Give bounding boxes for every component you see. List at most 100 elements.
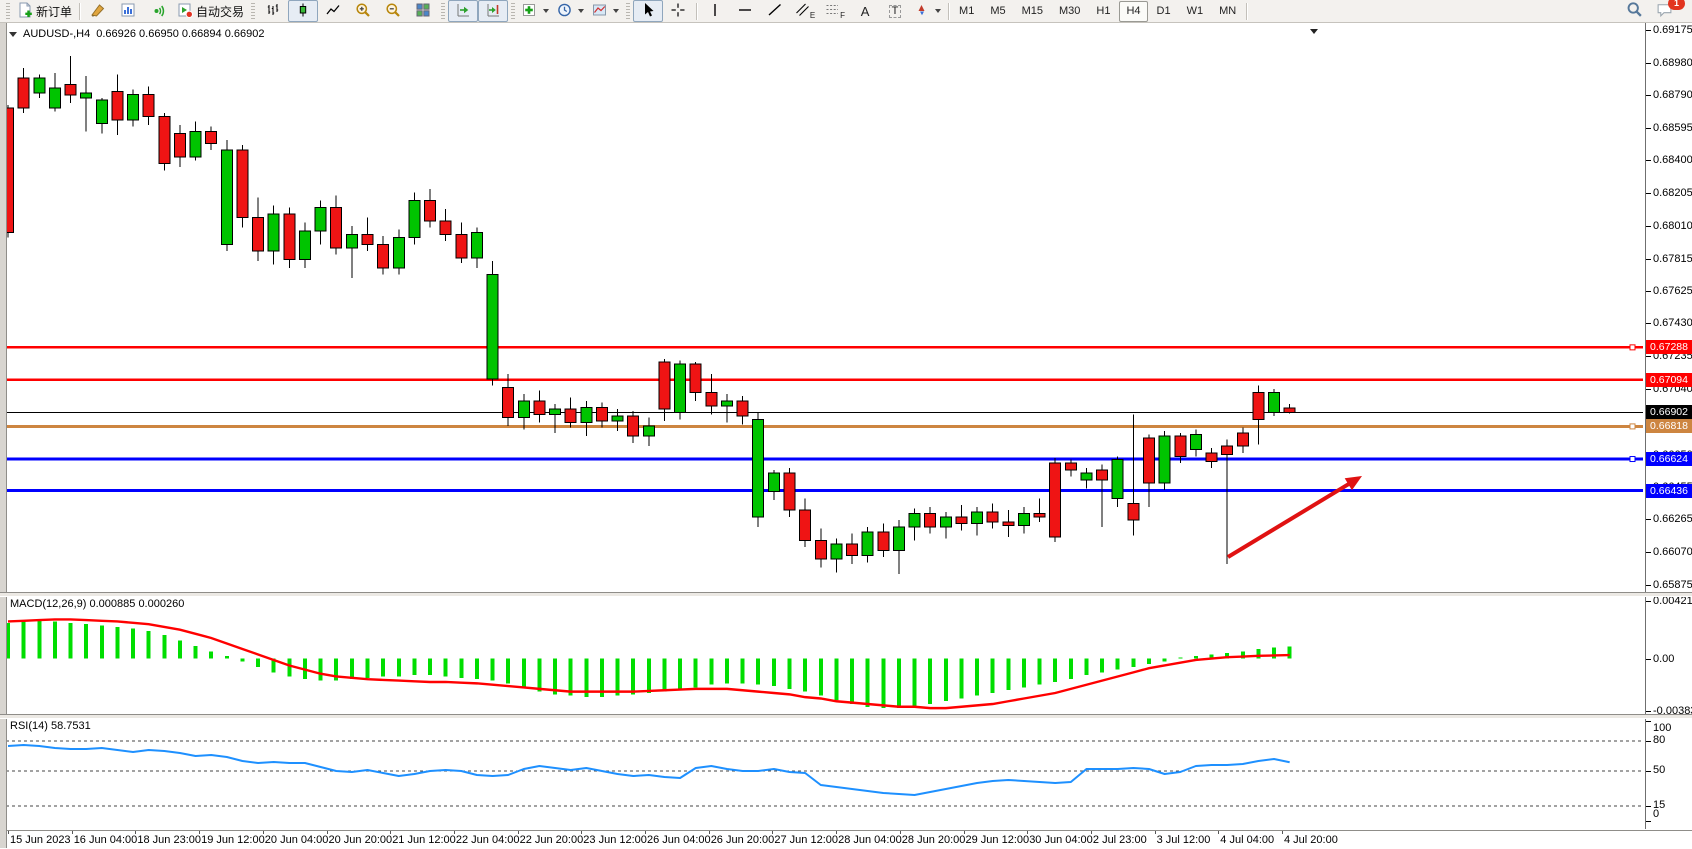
candle-body [173, 132, 186, 158]
time-axis[interactable]: 15 Jun 2023 16 Jun 04:00 18 Jun 23:00 19 Ju… [0, 830, 1692, 849]
ohlc-values: 0.66926 0.66950 0.66894 0.66902 [96, 28, 265, 40]
symbol-period-label: AUDUSD-,H4 [23, 28, 91, 40]
search-button[interactable] [1619, 0, 1649, 22]
new-order-button[interactable]: 新订单 [13, 0, 76, 22]
line-chart-button[interactable] [318, 0, 348, 22]
zoom-out-button[interactable] [378, 0, 408, 22]
candle-body [1127, 502, 1140, 521]
timeframe-button-W1[interactable]: W1 [1186, 5, 1204, 17]
chart-shift-icon [485, 2, 501, 21]
toolbar-separator [948, 2, 950, 20]
autotrading-button[interactable]: 自动交易 [173, 0, 248, 22]
editor-icon [90, 2, 106, 21]
vertical-line-button[interactable] [700, 0, 730, 22]
indicators-button[interactable] [518, 0, 553, 22]
bar-chart-button[interactable] [258, 0, 288, 22]
tile-windows-button[interactable] [408, 0, 438, 22]
axis-tick-label: 0.68400 [1653, 154, 1692, 167]
chart-shift-button[interactable] [478, 0, 509, 22]
metaeditor-button[interactable] [83, 0, 113, 22]
chart-window: AUDUSD-,H4 0.66926 0.66950 0.66894 0.669… [0, 23, 1692, 849]
timeframe-button-H4[interactable]: H4 [1119, 0, 1148, 22]
candle-body [955, 516, 968, 525]
zoom-out-icon [385, 2, 401, 21]
trend-arrow-head [1344, 476, 1362, 491]
trendline-button[interactable] [760, 0, 790, 22]
toolbar-grip[interactable] [441, 2, 446, 20]
periods-button[interactable] [553, 0, 588, 22]
strategy-tester-button[interactable] [113, 0, 143, 22]
axis-tick-label: 80 [1653, 734, 1666, 746]
horizontal-line-button[interactable] [730, 0, 760, 22]
candle-body [142, 94, 155, 118]
axis-tick [1646, 389, 1651, 391]
zoom-in-icon [355, 2, 371, 21]
timeframe-button-M1[interactable]: M1 [959, 5, 975, 17]
candle-body [830, 543, 843, 560]
time-label: 30 Jun 04:00 [1029, 834, 1093, 846]
pane-separator[interactable] [0, 592, 1692, 597]
time-tick [1218, 831, 1220, 834]
time-label: 28 Jun 20:00 [901, 834, 966, 846]
candle-body [64, 84, 77, 96]
toolbar-grip[interactable] [626, 2, 631, 20]
chart-title: AUDUSD-,H4 0.66926 0.66950 0.66894 0.669… [9, 28, 264, 40]
equidistant-channel-button[interactable]: E [790, 0, 820, 22]
auto-scroll-button[interactable] [448, 0, 479, 22]
time-label: 21 Jun 12:00 [392, 834, 456, 846]
chat-button[interactable]: 1 [1649, 0, 1685, 22]
arrows-icon [914, 2, 930, 21]
rsi-pane[interactable] [0, 719, 1692, 829]
channel-icon [795, 2, 811, 21]
timeframe-button-M5[interactable]: M5 [990, 5, 1006, 17]
axis-tick [1646, 721, 1651, 722]
time-label: 26 Jun 20:00 [710, 834, 775, 846]
axis-tick [1646, 552, 1651, 554]
cursor-icon [640, 2, 656, 21]
time-label: 3 Jul 12:00 [1156, 834, 1211, 846]
axis-tick-label: 0.66070 [1653, 546, 1692, 559]
cursor-button[interactable] [633, 0, 664, 22]
clock-icon [557, 2, 573, 21]
toolbar-grip[interactable] [251, 2, 256, 20]
timeframe-button-MN[interactable]: MN [1219, 5, 1237, 17]
time-tick [899, 831, 901, 834]
candle-body [1252, 391, 1265, 420]
timeframe-button-M30[interactable]: M30 [1059, 5, 1081, 17]
toolbar-grip[interactable] [511, 2, 516, 20]
axis-tick [1646, 711, 1651, 713]
fibonacci-button[interactable]: F [820, 0, 850, 22]
candle-body [767, 472, 780, 493]
axis-tick [1646, 821, 1651, 822]
crosshair-button[interactable] [663, 0, 693, 22]
zoom-in-button[interactable] [348, 0, 378, 22]
candlestick-chart-button[interactable] [288, 0, 319, 22]
timeframe-button-H1[interactable]: H1 [1096, 5, 1111, 17]
candle-body [736, 400, 749, 417]
candle-body [1033, 513, 1046, 518]
candle-body [48, 87, 61, 109]
candle-body [17, 77, 30, 109]
axis-tick [1646, 658, 1651, 660]
candle-body [408, 200, 421, 239]
time-label: 28 Jun 04:00 [838, 834, 902, 846]
time-label: 29 Jun 12:00 [965, 834, 1030, 846]
text-label-button[interactable]: T [880, 0, 910, 22]
toolbar-grip[interactable] [6, 2, 10, 20]
candle-body [1049, 462, 1062, 538]
templates-button[interactable] [588, 0, 623, 22]
price-pane[interactable] [0, 25, 1692, 592]
toolbar-separator [696, 2, 698, 20]
collapse-triangle-icon[interactable] [9, 31, 17, 37]
scroll-position-icon[interactable] [1310, 29, 1318, 34]
text-button[interactable]: A [850, 0, 880, 22]
timeframe-button-D1[interactable]: D1 [1156, 5, 1171, 17]
toolbar-separator [79, 2, 81, 20]
macd-pane[interactable] [0, 597, 1692, 717]
time-label: 22 Jun 20:00 [519, 834, 584, 846]
signals-button[interactable] [143, 0, 173, 22]
axis-tick [1646, 258, 1651, 260]
pane-separator[interactable] [0, 714, 1692, 719]
timeframe-button-M15[interactable]: M15 [1021, 5, 1043, 17]
arrows-button[interactable] [910, 0, 945, 22]
